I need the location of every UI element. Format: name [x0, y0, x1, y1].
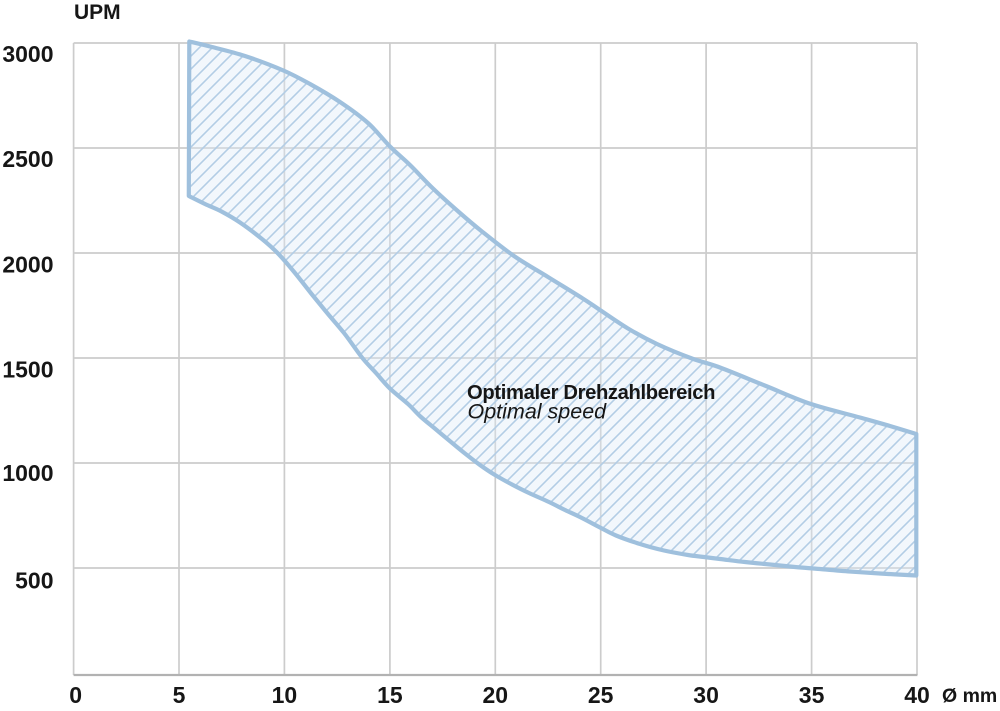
svg-text:5: 5: [173, 682, 186, 706]
svg-text:25: 25: [588, 682, 614, 706]
svg-text:3000: 3000: [2, 41, 53, 67]
svg-text:Ø mm: Ø mm: [942, 685, 997, 706]
svg-text:0: 0: [69, 682, 82, 706]
svg-text:35: 35: [799, 682, 825, 706]
svg-text:2000: 2000: [2, 252, 53, 278]
svg-text:Optimaler Drehzahlbereich: Optimaler Drehzahlbereich: [467, 382, 715, 404]
svg-text:15: 15: [377, 682, 403, 706]
svg-text:20: 20: [483, 682, 509, 706]
svg-text:30: 30: [693, 682, 719, 706]
svg-text:2500: 2500: [2, 146, 53, 172]
svg-text:1500: 1500: [2, 357, 53, 383]
svg-text:UPM: UPM: [74, 1, 121, 24]
svg-text:40: 40: [904, 682, 930, 706]
svg-text:1000: 1000: [2, 460, 53, 486]
svg-text:Optimal speed: Optimal speed: [468, 400, 608, 424]
svg-text:10: 10: [272, 682, 298, 706]
svg-text:500: 500: [15, 568, 53, 594]
